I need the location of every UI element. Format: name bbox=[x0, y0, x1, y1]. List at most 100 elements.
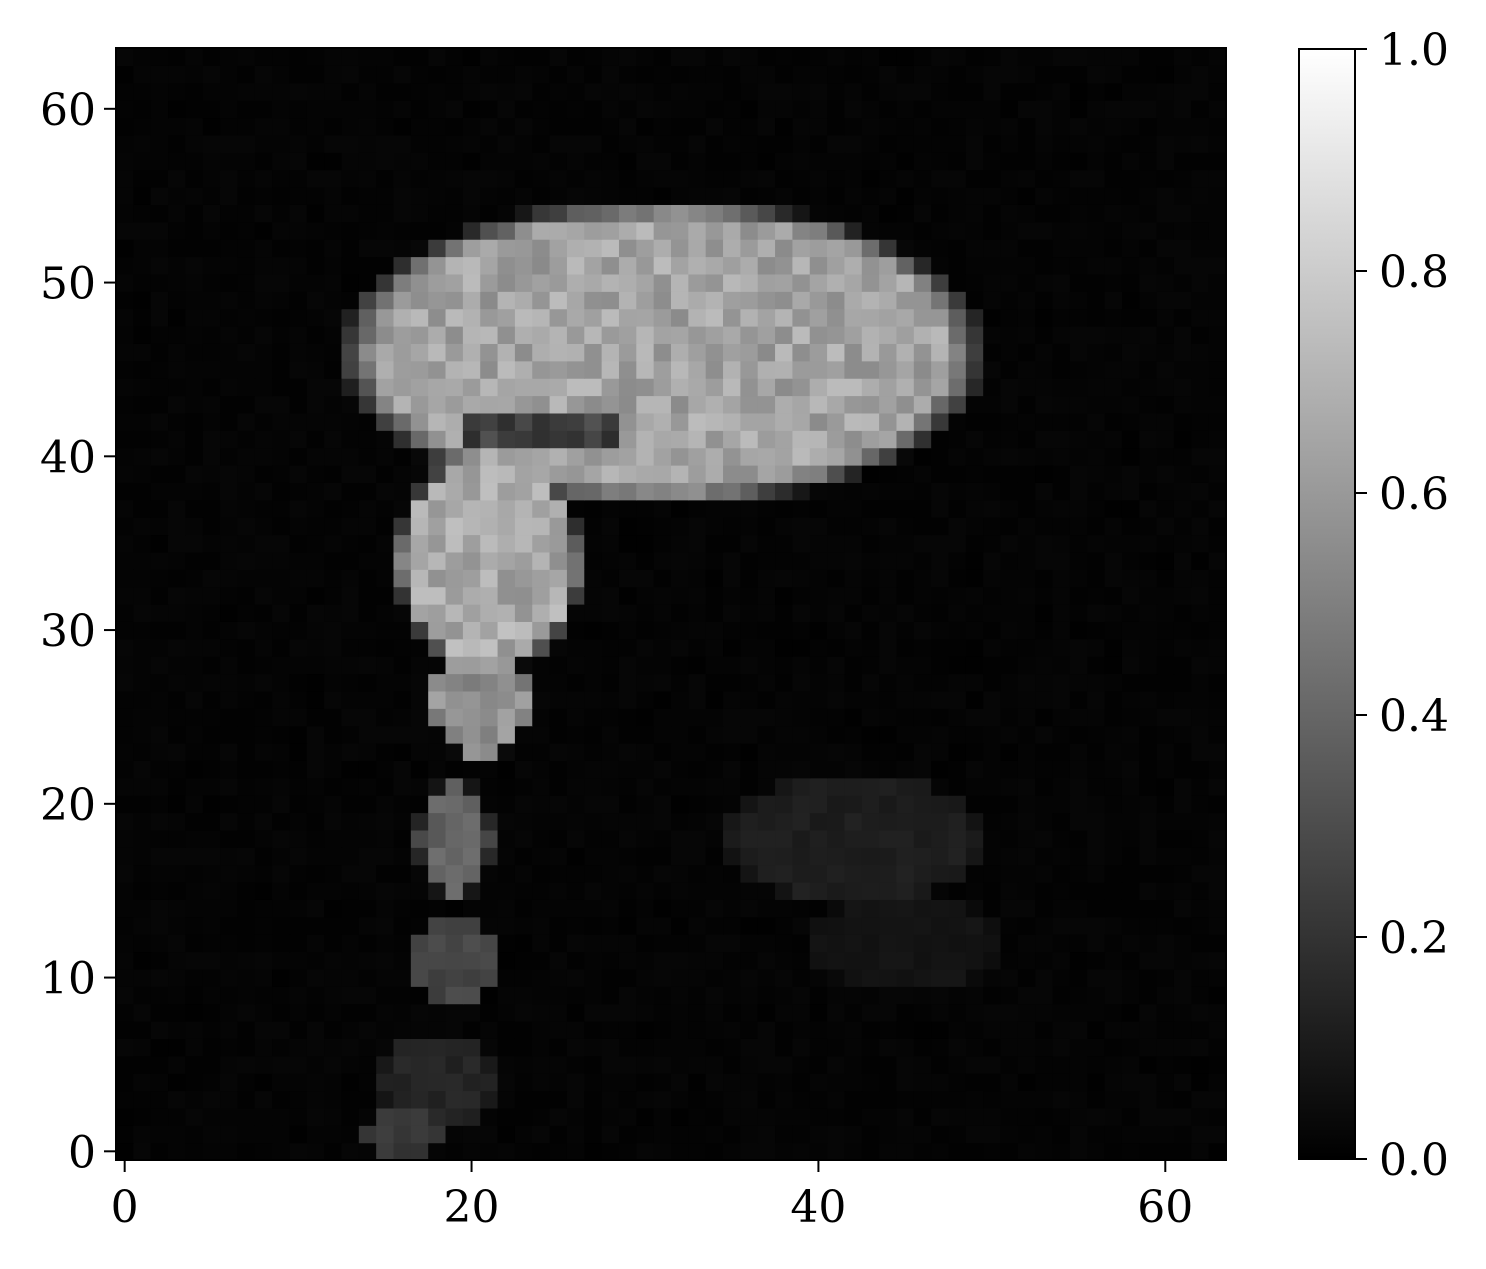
heatmap-cell bbox=[757, 1107, 776, 1126]
heatmap-cell bbox=[861, 430, 880, 449]
heatmap-cell bbox=[584, 465, 603, 483]
heatmap-cell bbox=[775, 1142, 793, 1161]
heatmap-cell bbox=[792, 378, 811, 397]
heatmap-cell bbox=[601, 499, 620, 518]
heatmap-cell bbox=[1191, 326, 1210, 344]
heatmap-cell bbox=[636, 187, 655, 205]
heatmap-cell bbox=[254, 343, 273, 362]
heatmap-cell bbox=[150, 951, 169, 970]
heatmap-cell bbox=[1069, 308, 1088, 327]
heatmap-cell bbox=[983, 1125, 1002, 1144]
heatmap-cell bbox=[220, 638, 238, 657]
heatmap-cell bbox=[584, 239, 603, 258]
heatmap-cell bbox=[688, 812, 707, 831]
heatmap-cell bbox=[688, 743, 707, 761]
heatmap-cell bbox=[410, 343, 429, 362]
heatmap-cell bbox=[237, 117, 256, 136]
heatmap-cell bbox=[462, 1125, 481, 1144]
heatmap-cell bbox=[1139, 621, 1158, 640]
heatmap-cell bbox=[913, 864, 932, 883]
heatmap-cell bbox=[1156, 273, 1175, 292]
heatmap-cell bbox=[948, 829, 967, 848]
heatmap-cell bbox=[844, 916, 863, 935]
heatmap-cell bbox=[462, 187, 481, 205]
heatmap-cell bbox=[306, 256, 325, 275]
heatmap-cell bbox=[688, 152, 707, 171]
heatmap-cell bbox=[1121, 48, 1140, 66]
heatmap-cell bbox=[636, 656, 655, 675]
heatmap-cell bbox=[705, 326, 724, 344]
heatmap-cell bbox=[636, 273, 655, 292]
heatmap-cell bbox=[1052, 517, 1071, 536]
heatmap-cell bbox=[775, 551, 793, 570]
heatmap-cell bbox=[445, 134, 464, 153]
heatmap-cell bbox=[306, 812, 325, 831]
heatmap-cell bbox=[1069, 465, 1088, 483]
heatmap-cell bbox=[653, 1125, 672, 1144]
heatmap-cell bbox=[168, 638, 186, 657]
heatmap-cell bbox=[861, 169, 880, 188]
heatmap-cell bbox=[1035, 690, 1054, 709]
heatmap-cell bbox=[341, 204, 360, 223]
heatmap-cell bbox=[1017, 708, 1036, 727]
heatmap-cell bbox=[931, 326, 950, 344]
heatmap-cell bbox=[983, 656, 1002, 675]
heatmap-cell bbox=[705, 65, 724, 84]
heatmap-cell bbox=[723, 465, 741, 483]
heatmap-cell bbox=[844, 308, 863, 327]
heatmap-cell bbox=[202, 360, 221, 379]
heatmap-cell bbox=[1139, 1021, 1158, 1039]
heatmap-cell bbox=[1035, 187, 1054, 205]
heatmap-cell bbox=[705, 621, 724, 640]
heatmap-cell bbox=[237, 656, 256, 675]
heatmap-cell bbox=[1156, 1003, 1175, 1022]
heatmap-cell bbox=[428, 638, 447, 657]
heatmap-cell bbox=[1173, 273, 1192, 292]
heatmap-cell bbox=[671, 1038, 689, 1057]
heatmap-cell bbox=[185, 760, 204, 779]
heatmap-cell bbox=[913, 1073, 932, 1092]
heatmap-cell bbox=[983, 847, 1002, 866]
heatmap-cell bbox=[584, 117, 603, 136]
heatmap-cell bbox=[618, 1073, 637, 1092]
heatmap-cell bbox=[393, 239, 412, 258]
heatmap-cell bbox=[584, 1038, 603, 1057]
heatmap-cell bbox=[393, 725, 412, 744]
heatmap-cell bbox=[1173, 430, 1192, 449]
heatmap-cell bbox=[1139, 326, 1158, 344]
heatmap-cell bbox=[809, 100, 828, 119]
heatmap-cell bbox=[393, 673, 412, 692]
heatmap-cell bbox=[948, 343, 967, 362]
heatmap-cell bbox=[740, 1038, 759, 1057]
heatmap-cell bbox=[202, 343, 221, 362]
heatmap-cell bbox=[1208, 829, 1227, 848]
heatmap-cell bbox=[792, 291, 811, 310]
heatmap-cell bbox=[1035, 829, 1054, 848]
heatmap-cell bbox=[514, 534, 533, 553]
heatmap-cell bbox=[133, 951, 152, 970]
heatmap-cell bbox=[618, 273, 637, 292]
heatmap-cell bbox=[1191, 638, 1210, 657]
heatmap-cell bbox=[1017, 725, 1036, 744]
heatmap-cell bbox=[1139, 551, 1158, 570]
heatmap-cell bbox=[584, 1055, 603, 1074]
heatmap-cell bbox=[775, 430, 793, 449]
heatmap-cell bbox=[653, 1090, 672, 1109]
heatmap-cell bbox=[202, 169, 221, 188]
heatmap-cell bbox=[844, 169, 863, 188]
heatmap-cell bbox=[775, 899, 793, 918]
heatmap-cell bbox=[1139, 1003, 1158, 1022]
heatmap-cell bbox=[445, 291, 464, 310]
heatmap-cell bbox=[653, 586, 672, 605]
heatmap-cell bbox=[636, 864, 655, 883]
heatmap-cell bbox=[202, 951, 221, 970]
heatmap-cell bbox=[254, 934, 273, 953]
heatmap-cell bbox=[532, 1090, 551, 1109]
heatmap-cell bbox=[116, 152, 134, 171]
heatmap-cell bbox=[723, 1038, 741, 1057]
heatmap-cell bbox=[393, 1142, 412, 1161]
heatmap-cell bbox=[948, 690, 967, 709]
heatmap-cell bbox=[1121, 378, 1140, 397]
heatmap-cell bbox=[549, 690, 568, 709]
heatmap-cell bbox=[723, 882, 741, 900]
